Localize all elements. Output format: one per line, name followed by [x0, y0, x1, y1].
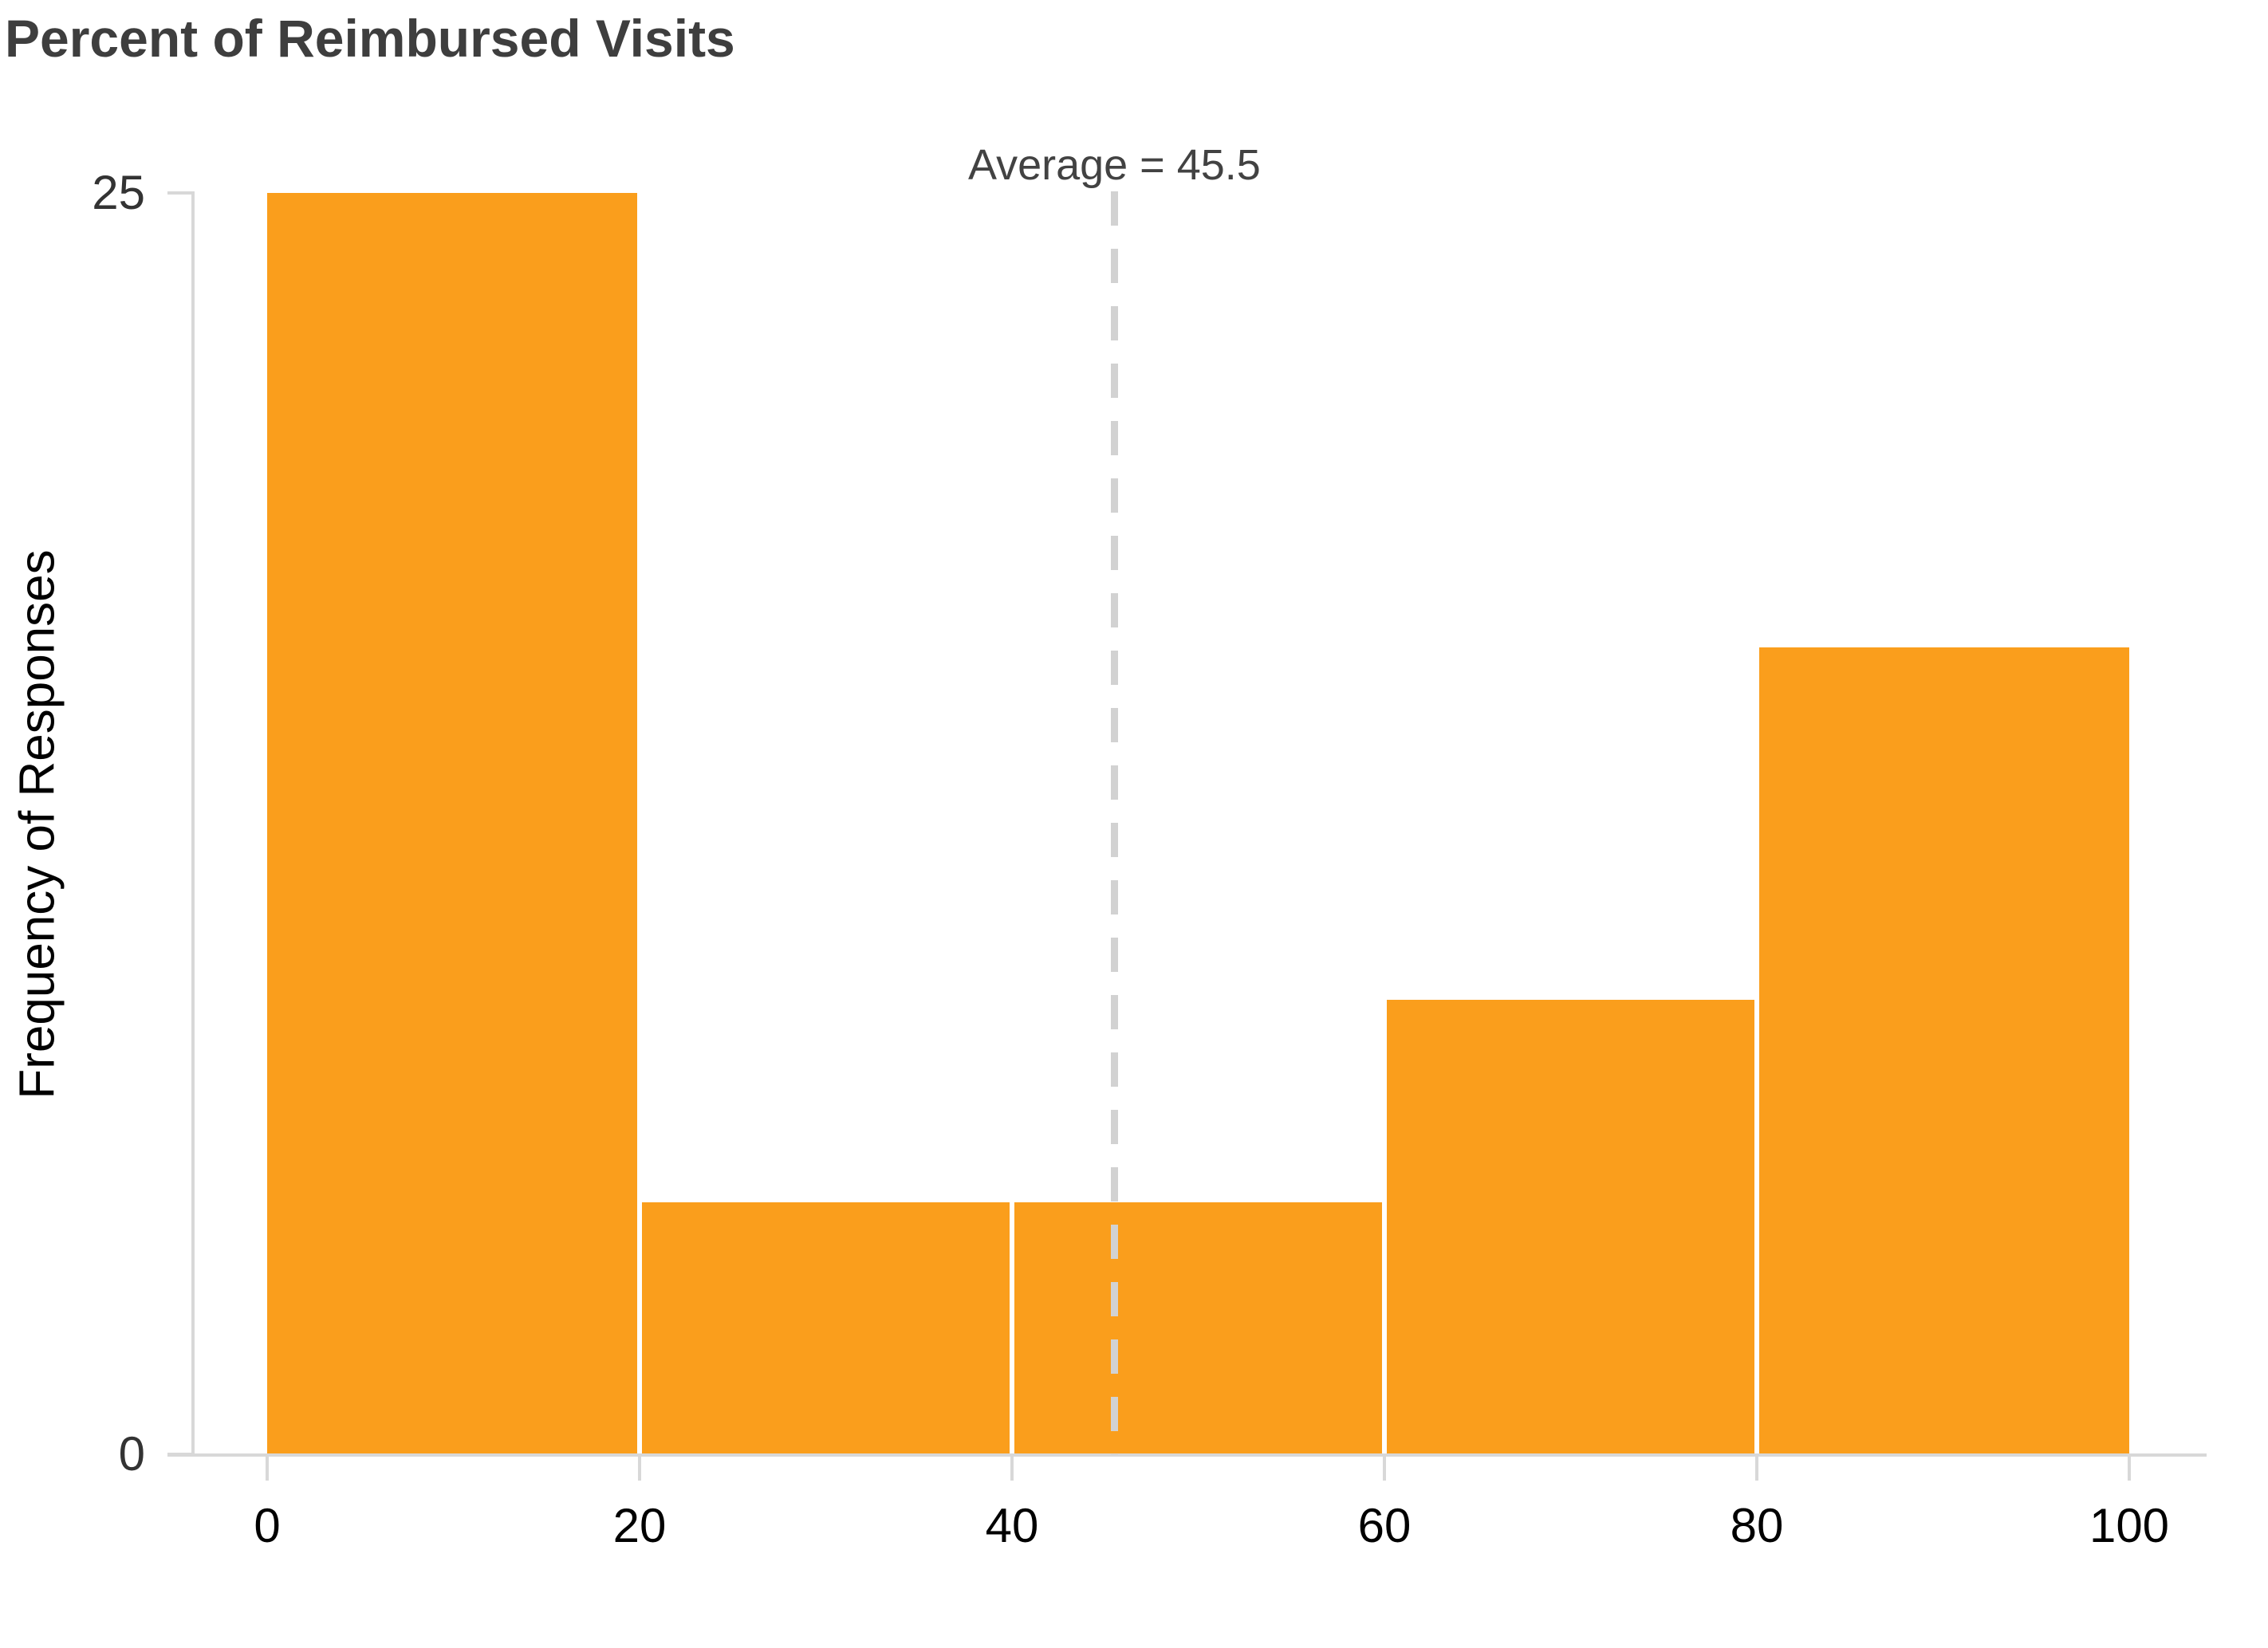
- histogram-bar: [1757, 647, 2129, 1454]
- x-axis-line: [167, 1453, 2207, 1457]
- x-axis-tick: [638, 1457, 641, 1481]
- x-tick-label: 0: [254, 1499, 281, 1552]
- chart-title: Percent of Reimbursed Visits: [5, 9, 735, 68]
- x-tick-label: 20: [612, 1499, 667, 1552]
- histogram-bar: [267, 193, 640, 1454]
- histogram-bar: [640, 1202, 1012, 1454]
- average-reference-line: [1110, 191, 1118, 1455]
- y-axis-title: Frequency of Responses: [10, 549, 65, 1099]
- y-axis-line: [191, 191, 195, 1457]
- x-axis-tick: [1383, 1457, 1386, 1481]
- y-tick-label: 0: [118, 1427, 145, 1481]
- x-tick-label: 60: [1357, 1499, 1412, 1552]
- y-tick-label: 25: [92, 166, 145, 219]
- x-axis-tick: [1755, 1457, 1758, 1481]
- x-tick-label: 100: [2089, 1499, 2170, 1552]
- y-axis-tick: [167, 1453, 191, 1456]
- average-annotation: Average = 45.5: [968, 141, 1261, 189]
- y-axis-tick: [167, 191, 191, 195]
- x-axis-tick: [266, 1457, 269, 1481]
- x-tick-label: 80: [1730, 1499, 1784, 1552]
- x-axis-tick: [2128, 1457, 2131, 1481]
- x-axis-tick: [1010, 1457, 1014, 1481]
- histogram-bar: [1384, 1000, 1757, 1454]
- histogram-bar: [1012, 1202, 1384, 1454]
- x-tick-label: 40: [985, 1499, 1039, 1552]
